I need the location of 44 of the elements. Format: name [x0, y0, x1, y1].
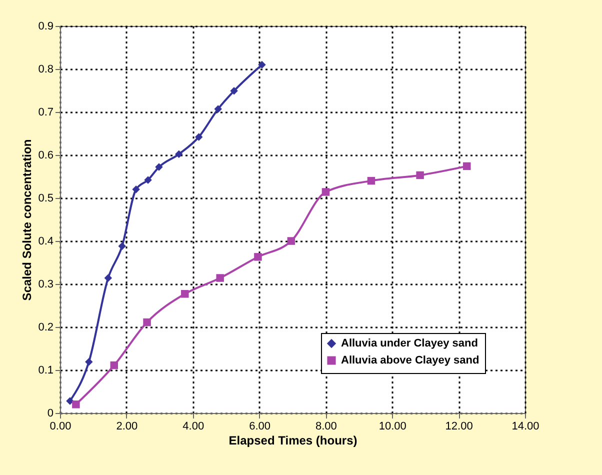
point [287, 237, 296, 245]
x-tick-label: 6.00 [249, 420, 270, 432]
legend-label: Alluvia above Clayey sand [341, 354, 480, 366]
point [367, 176, 376, 185]
point [143, 318, 151, 326]
y-tick-label: 0 [47, 408, 54, 420]
y-tick-label: 0.9 [38, 20, 54, 32]
y-tick-label: 0.1 [38, 364, 54, 376]
x-tick-label: 12.00 [445, 420, 473, 432]
point [463, 162, 471, 170]
point [175, 150, 183, 158]
point [132, 186, 140, 194]
point [85, 358, 93, 366]
point [230, 87, 238, 95]
x-tick-label: 2.00 [116, 420, 138, 432]
point [322, 188, 330, 196]
point [118, 242, 126, 250]
point [104, 274, 112, 282]
point [214, 105, 222, 113]
y-tick-label: 0.8 [38, 64, 54, 76]
x-tick-label: 8.00 [316, 420, 337, 432]
y-axis-title: Scaled Solute concentration [20, 139, 34, 301]
y-tick-label: 0.5 [38, 192, 54, 204]
point [110, 361, 118, 370]
point [258, 60, 266, 69]
y-tick-label: 0.2 [38, 322, 54, 334]
y-tick-label: 0.4 [38, 236, 54, 248]
point [416, 171, 424, 180]
x-tick-label: 4.00 [182, 420, 204, 432]
y-tick-label: 0.7 [38, 106, 54, 118]
point [194, 133, 203, 141]
y-tick-label: 0.6 [38, 150, 54, 162]
point [72, 400, 80, 408]
point [181, 290, 189, 298]
y-tick-label: 0.3 [38, 278, 54, 290]
x-tick-label: 0.00 [50, 420, 72, 432]
point [216, 274, 224, 282]
x-tick-label: 14.00 [512, 420, 540, 432]
point [144, 176, 152, 184]
x-axis-title: Elapsed Times (hours) [228, 434, 358, 448]
legend-label: Alluvia under Clayey sand [341, 338, 478, 350]
point [155, 163, 163, 171]
x-tick-label: 10.00 [378, 420, 406, 432]
point [254, 253, 262, 261]
